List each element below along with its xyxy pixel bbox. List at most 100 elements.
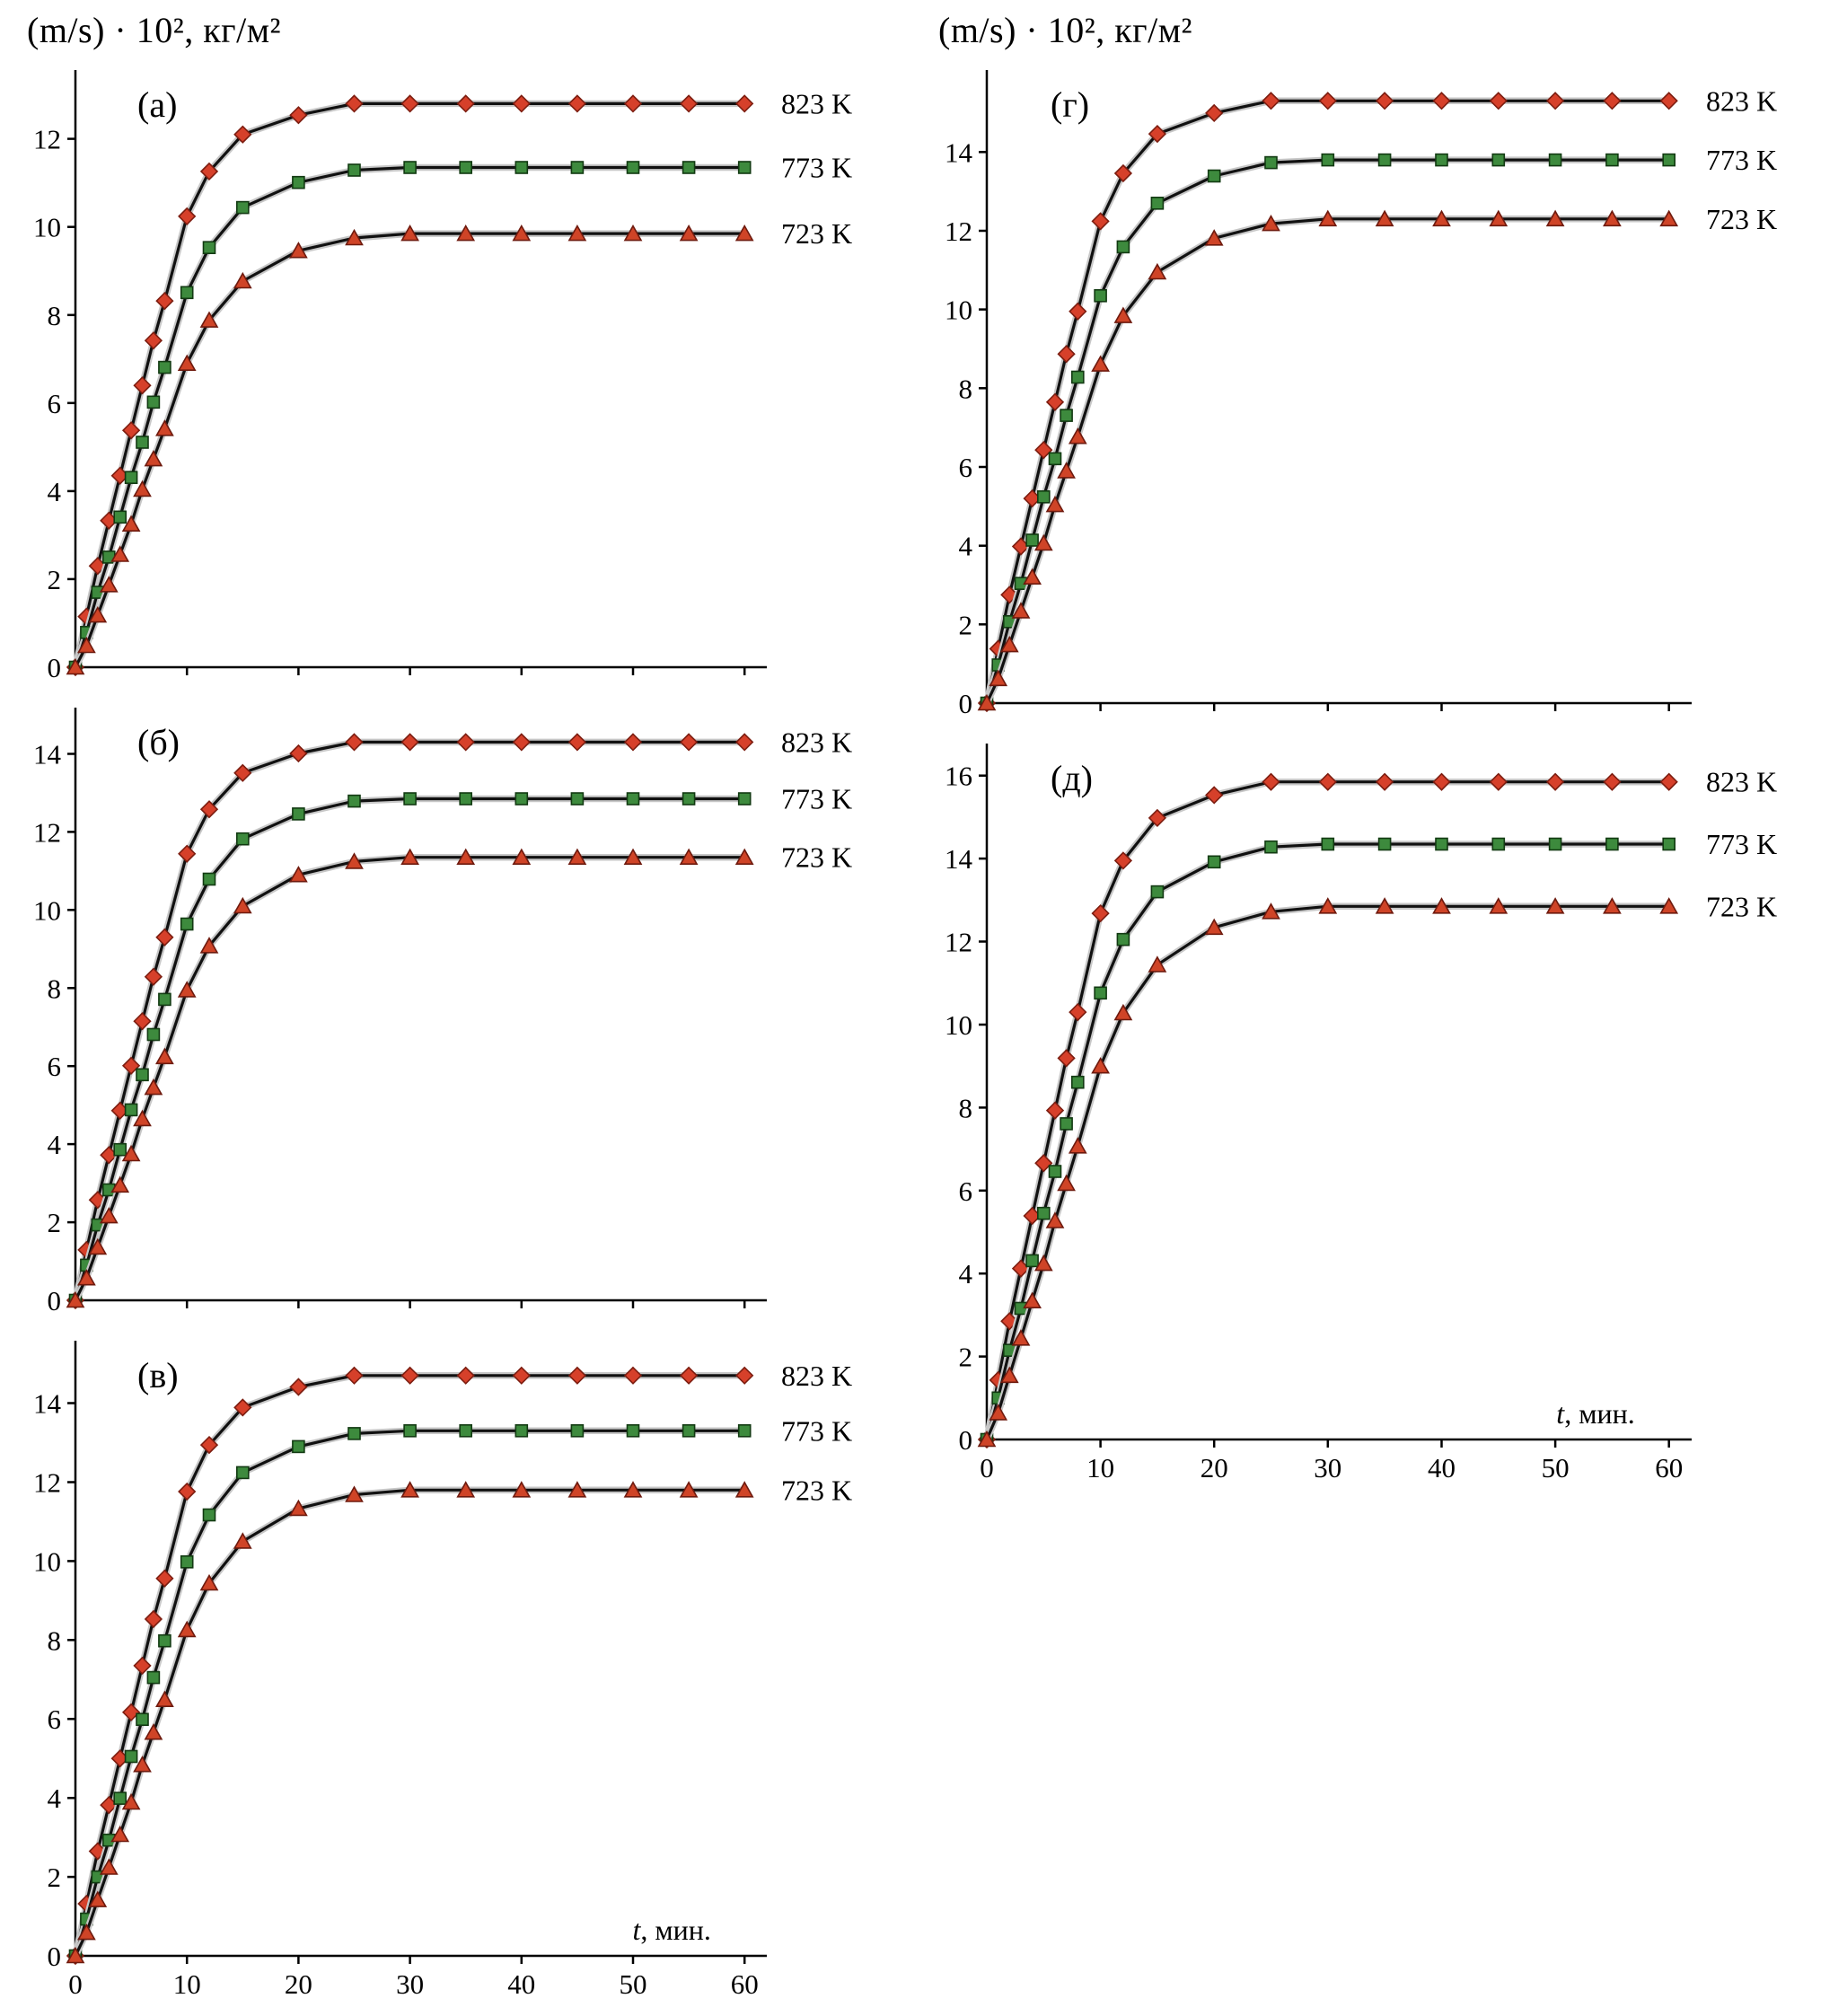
triangle-marker (734, 848, 754, 865)
triangle-marker (1432, 897, 1451, 914)
square-marker (1321, 837, 1335, 851)
y-tick-label: 8 (48, 973, 62, 1004)
triangle-marker (679, 224, 699, 242)
triangle-marker (456, 224, 476, 242)
triangle-marker (121, 1792, 141, 1810)
x-tick-label: 40 (1428, 1452, 1456, 1483)
left-column: (m/s) · 10², кг/м² 0 2 4 6 8 10 12 (а) 823 K 773 … (13, 9, 915, 2016)
triangle-marker (623, 224, 643, 242)
diamond-marker (456, 733, 475, 752)
diamond-marker (623, 733, 643, 752)
square-marker (1150, 885, 1165, 899)
triangle-marker (1091, 355, 1110, 372)
triangle-marker (1545, 897, 1565, 914)
series-823-K: 823 K (66, 726, 852, 1310)
triangle-marker (345, 1485, 364, 1502)
diamond-marker (1057, 345, 1076, 364)
triangle-marker (734, 224, 754, 242)
triangle-marker (88, 1237, 108, 1255)
x-tick-label: 50 (1542, 1452, 1570, 1483)
diamond-marker (178, 207, 197, 226)
series-legend-label: 823 K (1706, 84, 1777, 117)
triangle-marker (66, 1290, 85, 1308)
diamond-marker (735, 733, 754, 752)
triangle-marker (1057, 462, 1076, 479)
diamond-marker (1318, 772, 1337, 791)
diamond-marker (1489, 92, 1508, 110)
triangle-marker (1489, 209, 1508, 227)
y-tick-label: 0 (48, 1285, 62, 1316)
triangle-marker (177, 981, 197, 998)
diamond-marker (289, 106, 308, 125)
y-axis-title-right: (m/s) · 10², кг/м² (938, 10, 1193, 50)
y-tick-label: 10 (33, 1545, 61, 1577)
triangle-marker (623, 1481, 643, 1498)
triangle-marker (1023, 1291, 1042, 1309)
triangle-marker (400, 848, 419, 865)
diamond-marker (155, 291, 174, 311)
series-line (985, 217, 1669, 704)
y-tick-label: 4 (48, 476, 62, 507)
series-legend-label: 823 K (781, 1360, 852, 1392)
square-marker (136, 436, 149, 449)
y-tick-label: 2 (959, 609, 973, 640)
x-tick-label: 0 (68, 1968, 83, 2000)
diamond-marker (133, 1012, 152, 1031)
series-773-K: 773 K (68, 1414, 852, 1963)
square-marker (570, 1424, 585, 1438)
y-tick-label: 0 (959, 688, 973, 719)
triangle-marker (1603, 209, 1622, 227)
triangle-marker (77, 1269, 96, 1286)
square-marker (737, 792, 752, 806)
y-tick-label: 8 (959, 1092, 973, 1123)
x-tick-label: 60 (1655, 1452, 1683, 1483)
series-legend-label: 723 K (781, 1474, 852, 1506)
x-tick-label: 0 (980, 1452, 994, 1483)
triangle-marker (977, 1430, 997, 1448)
y-tick-label: 0 (48, 652, 62, 683)
square-marker (113, 1142, 127, 1157)
chart-panel-b: 0 2 4 6 8 10 12 14 (б) 823 K 773 K 723 K (13, 691, 915, 1325)
triangle-marker (99, 1858, 119, 1875)
series-823-K: 823 K (977, 766, 1777, 1449)
square-marker (1048, 1165, 1062, 1178)
square-marker (1377, 837, 1392, 851)
y-tick-label: 4 (48, 1129, 62, 1160)
diamond-marker (178, 1482, 197, 1501)
panel-label: (в) (137, 1355, 179, 1395)
square-marker (1662, 153, 1676, 167)
square-marker (1435, 153, 1448, 167)
triangle-marker (400, 1481, 419, 1498)
series-line-halo (983, 902, 1669, 1441)
diamond-marker (289, 744, 308, 763)
square-marker (202, 1508, 216, 1522)
square-marker (1207, 169, 1221, 183)
square-marker (146, 1027, 161, 1042)
y-tick-label: 14 (33, 1388, 62, 1420)
y-tick-label: 4 (959, 1258, 973, 1290)
y-tick-label: 10 (945, 1009, 972, 1041)
diamond-marker (1034, 440, 1053, 460)
diamond-marker (456, 94, 475, 113)
diamond-marker (1262, 772, 1280, 791)
triangle-marker (121, 515, 141, 533)
series-line-halo (72, 853, 745, 1302)
triangle-marker (1091, 1057, 1110, 1074)
series-773-K: 773 K (980, 828, 1777, 1447)
diamond-marker (1432, 772, 1451, 791)
diamond-marker (1318, 92, 1337, 110)
series-legend-label: 723 K (1706, 203, 1777, 235)
triangle-marker (1033, 533, 1053, 551)
x-axis-label: t, мин. (1556, 1397, 1634, 1430)
triangle-marker (1068, 427, 1087, 445)
series-legend-label: 773 K (781, 152, 852, 184)
triangle-marker (121, 1144, 141, 1162)
square-marker (180, 1554, 194, 1569)
square-marker (1605, 153, 1619, 167)
triangle-marker (1148, 955, 1167, 973)
triangle-marker (567, 848, 587, 865)
triangle-marker (1318, 209, 1338, 227)
diamond-marker (1659, 92, 1678, 110)
triangle-marker (456, 848, 476, 865)
